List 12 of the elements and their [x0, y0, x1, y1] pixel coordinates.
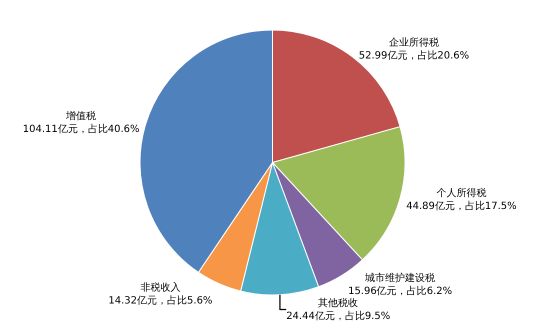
data-label: 52.99亿元，占比20.6%	[358, 49, 470, 62]
slice-label: 非税收入	[140, 282, 180, 294]
data-label: 24.44亿元，占比9.5%	[286, 310, 390, 322]
slice-label: 个人所得税	[436, 186, 486, 199]
data-label: 14.32亿元，占比5.6%	[108, 294, 212, 307]
data-label: 104.11亿元，占比40.6%	[22, 123, 140, 136]
slice-label: 城市维护建设税	[364, 272, 436, 284]
slice-label: 增值税	[65, 110, 96, 122]
data-label: 44.89亿元，占比17.5%	[406, 200, 517, 212]
data-label: 15.96亿元，占比6.2%	[348, 285, 452, 297]
slice-label: 企业所得税	[388, 36, 439, 48]
slice-label: 其他税收	[318, 297, 358, 309]
